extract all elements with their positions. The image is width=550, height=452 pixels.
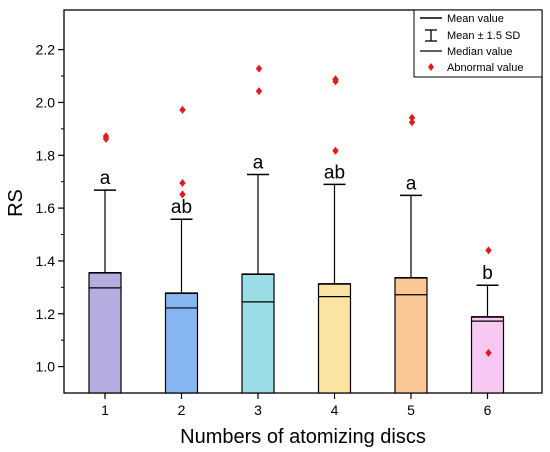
significance-letter: a bbox=[406, 173, 417, 194]
y-tick-label: 1.0 bbox=[36, 359, 56, 375]
y-axis: 1.0 1.2 1.4 1.6 1.8 2.0 2.2 bbox=[36, 42, 64, 375]
outlier-point bbox=[179, 105, 186, 114]
significance-letter: a bbox=[253, 153, 264, 174]
outlier-points bbox=[102, 64, 492, 357]
legend-label-sd: Mean ± 1.5 SD bbox=[447, 30, 520, 42]
box-group-1 bbox=[88, 189, 122, 394]
legend-sd-bar-symbol bbox=[425, 29, 437, 42]
y-tick-label: 1.8 bbox=[36, 147, 56, 163]
significance-letter: a bbox=[100, 168, 111, 189]
outlier-point bbox=[332, 146, 339, 155]
legend-label-median: Median value bbox=[447, 46, 512, 58]
x-tick-label: 1 bbox=[101, 402, 109, 418]
box-series bbox=[88, 173, 505, 394]
box-rect bbox=[394, 277, 428, 394]
significance-letter: b bbox=[482, 263, 493, 284]
y-tick-label: 2.2 bbox=[36, 42, 56, 58]
x-axis-title: Numbers of atomizing discs bbox=[180, 426, 426, 448]
outlier-point bbox=[408, 118, 416, 127]
x-tick-label: 6 bbox=[484, 402, 492, 418]
outlier-point bbox=[102, 132, 110, 141]
outlier-point bbox=[485, 246, 492, 255]
y-tick-label: 1.6 bbox=[36, 200, 56, 216]
legend-label-abnormal: Abnormal value bbox=[447, 62, 523, 74]
box-rect bbox=[164, 292, 199, 394]
x-tick-label: 5 bbox=[407, 402, 415, 418]
box-group-2 bbox=[164, 218, 199, 394]
outlier-point bbox=[332, 75, 339, 84]
outlier-point bbox=[485, 348, 492, 357]
legend: Mean value Mean ± 1.5 SD Median value Ab… bbox=[413, 9, 543, 78]
legend-frame bbox=[413, 9, 543, 78]
legend-diamond-symbol bbox=[428, 63, 434, 71]
box-group-5 bbox=[394, 194, 428, 394]
box-group-4 bbox=[317, 183, 352, 394]
plot-frame bbox=[63, 9, 543, 394]
x-tick-label: 3 bbox=[254, 402, 262, 418]
x-tick-label: 4 bbox=[331, 402, 339, 418]
outlier-point bbox=[255, 64, 263, 73]
box-group-3 bbox=[241, 173, 275, 394]
outlier-point bbox=[408, 113, 416, 122]
y-tick-label: 2.0 bbox=[36, 94, 56, 110]
outlier-point bbox=[179, 190, 186, 199]
outlier-point bbox=[255, 87, 263, 96]
y-axis-title: RS bbox=[5, 189, 27, 217]
significance-letter: ab bbox=[324, 162, 345, 183]
x-tick-label: 2 bbox=[178, 402, 186, 418]
box-rect bbox=[317, 283, 352, 394]
box-group-6 bbox=[470, 284, 505, 394]
outlier-point bbox=[179, 179, 186, 188]
box-rect bbox=[88, 272, 122, 394]
y-tick-label: 1.4 bbox=[36, 253, 56, 269]
x-axis: 1 2 3 4 5 6 bbox=[101, 393, 492, 418]
box-rect bbox=[241, 273, 275, 394]
significance-letter: ab bbox=[171, 197, 192, 218]
legend-label-mean: Mean value bbox=[447, 13, 504, 25]
y-tick-label: 1.2 bbox=[36, 306, 56, 322]
